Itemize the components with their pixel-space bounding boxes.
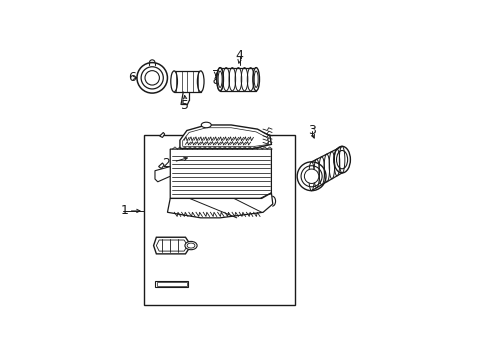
Ellipse shape	[252, 68, 259, 91]
Ellipse shape	[218, 71, 222, 87]
Polygon shape	[160, 132, 164, 138]
Ellipse shape	[333, 146, 350, 173]
Ellipse shape	[197, 71, 203, 92]
Circle shape	[137, 63, 167, 93]
Text: 5: 5	[181, 99, 189, 112]
Polygon shape	[180, 125, 271, 149]
Polygon shape	[155, 167, 170, 182]
Polygon shape	[158, 163, 164, 168]
Ellipse shape	[336, 150, 347, 169]
Text: 3: 3	[307, 124, 315, 137]
Polygon shape	[170, 149, 271, 198]
Text: 1: 1	[120, 204, 128, 217]
Ellipse shape	[216, 68, 223, 91]
Ellipse shape	[254, 71, 258, 87]
Polygon shape	[174, 71, 200, 92]
Ellipse shape	[201, 122, 211, 128]
Ellipse shape	[187, 243, 195, 248]
Bar	[143, 135, 294, 305]
Circle shape	[301, 166, 322, 187]
Bar	[155, 281, 188, 287]
Text: 2: 2	[162, 157, 170, 170]
Ellipse shape	[170, 71, 177, 92]
Bar	[156, 283, 186, 286]
Circle shape	[297, 162, 325, 191]
Text: 6: 6	[127, 71, 135, 84]
Text: 7: 7	[211, 68, 220, 82]
Polygon shape	[167, 193, 272, 218]
Circle shape	[214, 80, 218, 84]
Circle shape	[141, 67, 163, 89]
Polygon shape	[153, 237, 191, 254]
Circle shape	[304, 169, 318, 184]
Text: 4: 4	[235, 49, 243, 62]
Circle shape	[145, 71, 159, 85]
Ellipse shape	[184, 242, 197, 250]
